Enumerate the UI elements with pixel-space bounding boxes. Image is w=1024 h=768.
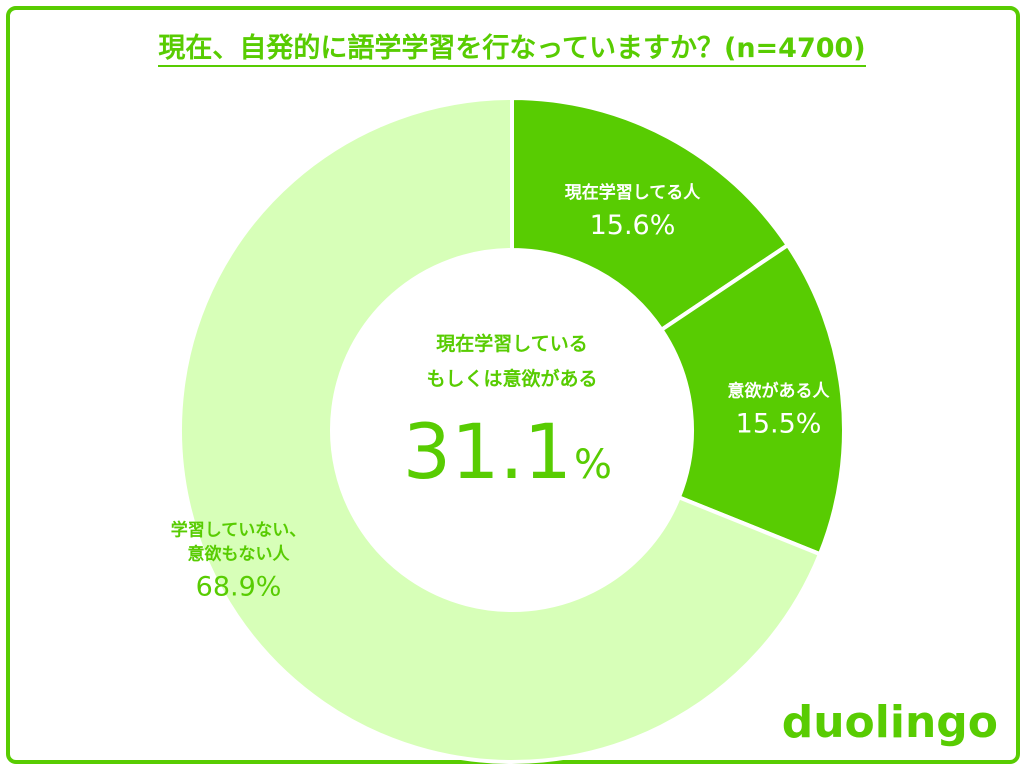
chart-title-text: 現在、自発的に語学学習を行なっていますか？(n=4700) xyxy=(158,33,866,67)
slice-1-label-line-1: 現在学習してる人 xyxy=(565,182,701,203)
center-value: 31.1 xyxy=(403,407,572,496)
center-label-line-2: もしくは意欲がある xyxy=(426,367,597,390)
center-label-line-1: 現在学習している xyxy=(436,332,587,355)
slice-3 xyxy=(178,95,823,764)
slice-1 xyxy=(510,95,791,333)
center-value-unit: % xyxy=(574,442,612,488)
slice-2-label-line-1: 意欲がある人 xyxy=(728,380,831,401)
slice-3-value-label: 68.9% xyxy=(196,571,282,602)
chart-title: 現在、自発的に語学学習を行なっていますか？(n=4700) xyxy=(0,26,1024,67)
slice-2-value-label: 15.5% xyxy=(736,408,822,439)
duolingo-logo: duolingo xyxy=(781,697,998,748)
slice-1-value-label: 15.6% xyxy=(590,210,676,241)
slice-2 xyxy=(658,242,846,557)
slice-3-label-line-2: 意欲もない人 xyxy=(188,543,291,564)
slice-3-label-line-1: 学習していない、 xyxy=(171,519,307,540)
